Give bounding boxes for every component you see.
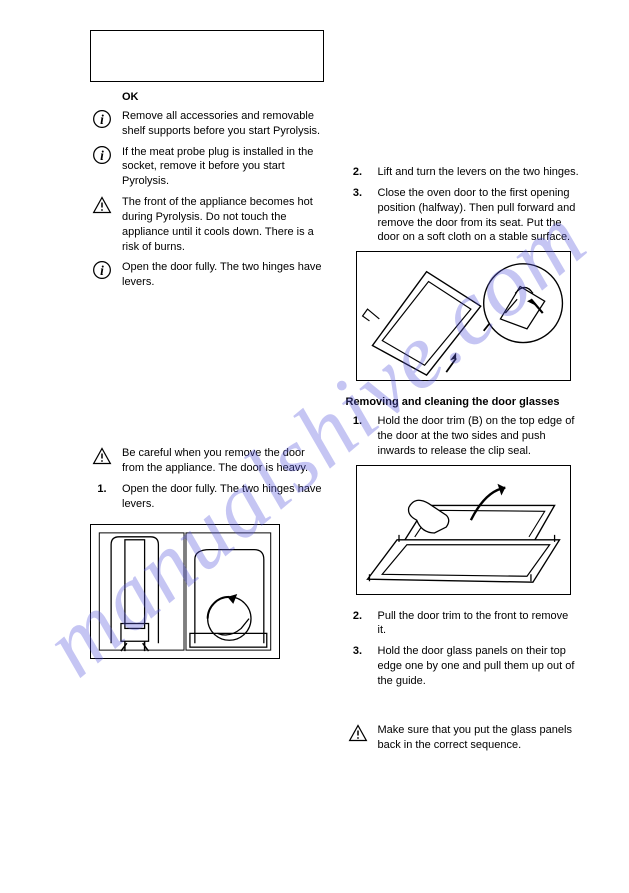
step-2b-text: Close the oven door to the first opening… xyxy=(378,186,580,245)
step-1-text: Open the door fully. The two hinges have… xyxy=(122,482,324,512)
info-icon: i xyxy=(92,145,112,165)
warn-text-3: Make sure that you put the glass panels … xyxy=(378,723,580,753)
step-number-3: 3. xyxy=(353,186,362,245)
svg-text:i: i xyxy=(100,263,104,278)
display-box xyxy=(90,30,324,82)
warning-icon xyxy=(92,195,112,215)
info-text-2a: If the meat probe plug is installed in t… xyxy=(122,145,324,190)
warning-icon xyxy=(92,446,112,466)
left-column: OK i Remove all accessories and removabl… xyxy=(90,30,324,863)
page-content: OK i Remove all accessories and removabl… xyxy=(90,30,579,863)
warning-icon xyxy=(348,723,368,743)
warn-text-2: Be careful when you remove the door from… xyxy=(122,446,324,476)
ok-label: OK xyxy=(122,90,324,105)
step-n2: 2. xyxy=(353,609,362,639)
info-text-3: Open the door fully. The two hinges have… xyxy=(122,260,324,290)
heading-remove-glass: Removing and cleaning the door glasses xyxy=(346,395,580,410)
step-r2: Pull the door trim to the front to remov… xyxy=(378,609,580,639)
info-icon: i xyxy=(92,260,112,280)
step-2a-text: Lift and turn the levers on the two hing… xyxy=(378,165,580,180)
hinge-illustration xyxy=(90,524,280,659)
glass-panel-illustration xyxy=(356,465,571,595)
step-r3: Hold the door glass panels on their top … xyxy=(378,644,580,689)
step-n1: 1. xyxy=(353,414,362,459)
info-icon: i xyxy=(92,109,112,129)
step-number-1: 1. xyxy=(97,482,106,512)
door-removal-illustration xyxy=(356,251,571,381)
right-column: 2. Lift and turn the levers on the two h… xyxy=(346,30,580,863)
step-r1: Hold the door trim (B) on the top edge o… xyxy=(378,414,580,459)
info-text-1: Remove all accessories and removable she… xyxy=(122,109,324,139)
svg-text:i: i xyxy=(100,112,104,127)
step-number-2: 2. xyxy=(353,165,362,180)
step-n3: 3. xyxy=(353,644,362,689)
svg-text:i: i xyxy=(100,148,104,163)
warn-text-1: The front of the appliance becomes hot d… xyxy=(122,195,324,254)
